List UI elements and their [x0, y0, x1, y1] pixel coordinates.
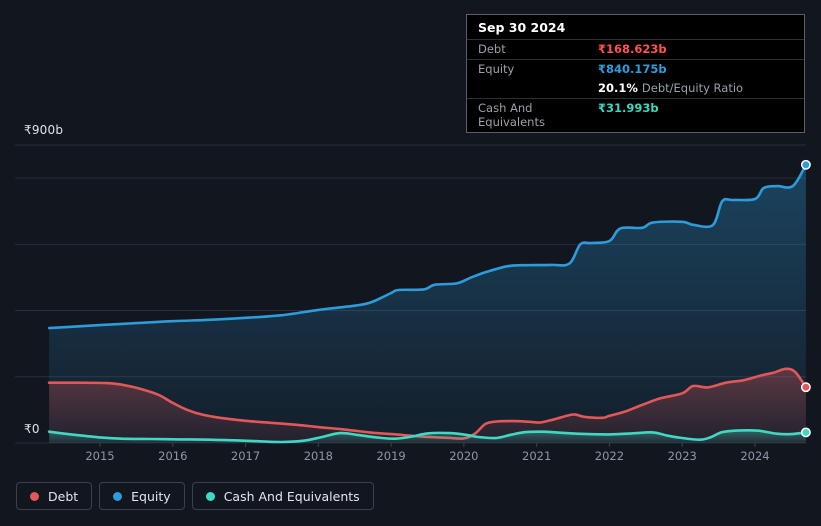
- tooltip-debt-label: Debt: [478, 42, 506, 56]
- cash-series-dot: [205, 491, 215, 501]
- debt-line: [47, 367, 808, 440]
- equity-area: [49, 164, 806, 444]
- legend-item-equity-label: Equity: [131, 488, 171, 504]
- cash-and-equivalents-line: [47, 428, 808, 444]
- x-axis-label: 2015: [85, 449, 114, 463]
- legend-item-debt[interactable]: Debt: [16, 482, 93, 510]
- x-axis-label: 2020: [449, 449, 478, 463]
- tooltip-debt-value: ₹168.623b: [598, 42, 667, 56]
- y-axis-max-label: ₹900b: [24, 123, 64, 137]
- tooltip-cash-value: ₹31.993b: [598, 101, 659, 115]
- x-axis-label: 2021: [522, 449, 551, 463]
- equity-series-dot: [113, 491, 123, 501]
- equity-endpoint-marker[interactable]: [800, 159, 811, 170]
- x-axis-label: 2016: [158, 449, 187, 463]
- tooltip-equity-value: ₹840.175b: [598, 62, 667, 76]
- chart-tooltip: Sep 30 2024 Debt ₹168.623b Equity ₹840.1…: [466, 14, 805, 133]
- legend-item-debt-label: Debt: [48, 488, 79, 504]
- legend-item-cash[interactable]: Cash And Equivalents: [191, 482, 374, 510]
- x-axis-label: 2024: [740, 449, 769, 463]
- tooltip-ratio-row: 20.1% Debt/Equity Ratio: [467, 79, 804, 98]
- x-axis-label: 2022: [595, 449, 624, 463]
- debt-endpoint-marker[interactable]: [800, 382, 811, 393]
- x-axis-label: 2019: [376, 449, 405, 463]
- tooltip-cash-row: Cash And Equivalents ₹31.993b: [467, 98, 804, 132]
- tooltip-ratio-label: Debt/Equity Ratio: [641, 81, 744, 95]
- tooltip-cash-label: Cash And Equivalents: [478, 101, 545, 129]
- tooltip-equity-label: Equity: [478, 62, 515, 76]
- equity-line: [47, 163, 808, 330]
- debt-area: [49, 368, 806, 443]
- tooltip-ratio-value: 20.1% Debt/Equity Ratio: [598, 81, 793, 95]
- legend-item-equity[interactable]: Equity: [99, 482, 185, 510]
- cash-and-equivalents-endpoint-marker[interactable]: [800, 427, 811, 438]
- x-axis-label: 2023: [668, 449, 697, 463]
- tooltip-ratio-percent: 20.1%: [598, 81, 638, 95]
- legend-item-cash-label: Cash And Equivalents: [223, 488, 360, 504]
- tooltip-equity-row: Equity ₹840.175b: [467, 59, 804, 79]
- chart-legend: Debt Equity Cash And Equivalents: [16, 482, 374, 510]
- y-axis-zero-label: ₹0: [24, 422, 40, 436]
- debt-series-dot: [30, 491, 39, 501]
- cash-and-equivalents-area: [49, 430, 806, 443]
- tooltip-date: Sep 30 2024: [478, 20, 566, 35]
- tooltip-debt-row: Debt ₹168.623b: [467, 39, 804, 59]
- x-axis-label: 2018: [304, 449, 333, 463]
- x-axis-label: 2017: [231, 449, 260, 463]
